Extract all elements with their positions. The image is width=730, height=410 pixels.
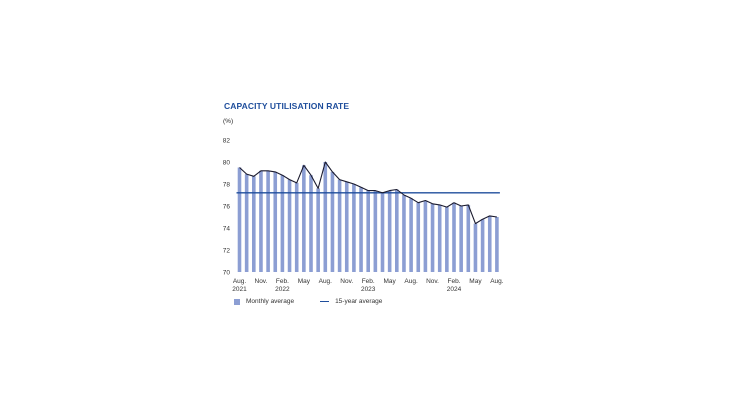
x-tick-label: Aug. (490, 278, 504, 285)
bar (237, 167, 242, 272)
bar (259, 170, 263, 272)
y-tick-label: 74 (223, 225, 231, 232)
x-tick-label: May (384, 278, 397, 285)
x-tick-label: Feb. (276, 278, 289, 285)
bar (459, 206, 463, 272)
x-tick-label: Nov. (426, 278, 439, 285)
bar (244, 174, 249, 272)
bar (395, 189, 399, 272)
bar (373, 190, 378, 272)
y-tick-label: 80 (223, 159, 231, 166)
bar (273, 171, 278, 272)
bar (495, 217, 499, 272)
bar (423, 200, 428, 272)
bar (287, 179, 292, 272)
x-tick-label: Nov. (340, 278, 353, 285)
legend: Monthly average 15-year average (234, 298, 408, 305)
outline-series (239, 161, 497, 225)
bar (380, 192, 385, 272)
bar (416, 202, 421, 272)
bar (466, 204, 471, 272)
bar (487, 215, 492, 272)
x-tick-label: May (298, 278, 311, 285)
chart-title: CAPACITY UTILISATION RATE (224, 101, 350, 111)
legend-label-15-year: 15-year average (335, 298, 383, 305)
x-tick-year-label: 2022 (275, 286, 290, 293)
x-tick-year-label: 2023 (361, 286, 376, 293)
legend-item-15-year: 15-year average (320, 298, 382, 305)
x-tick-label: Aug. (404, 278, 418, 285)
bar (473, 223, 478, 272)
bar (387, 190, 392, 272)
bar (445, 207, 449, 272)
y-tick-label: 70 (223, 269, 231, 276)
bar (344, 181, 349, 272)
bar (452, 202, 456, 272)
y-axis-ticks: 70 72 74 76 78 80 82 (223, 137, 231, 276)
y-tick-label: 82 (223, 137, 231, 144)
y-tick-label: 72 (223, 247, 231, 254)
legend-swatch-line (320, 300, 330, 303)
bar (359, 187, 363, 272)
bar-series (237, 162, 499, 272)
x-tick-label: Feb. (362, 278, 375, 285)
bar (330, 171, 335, 272)
y-tick-label: 76 (223, 203, 231, 210)
x-tick-label: May (469, 278, 482, 285)
legend-item-monthly: Monthly average (234, 298, 294, 305)
bar (309, 175, 313, 272)
bar (366, 190, 370, 272)
bar (480, 219, 485, 272)
x-tick-year-label: 2024 (447, 286, 462, 293)
x-tick-label: Aug. (319, 278, 333, 285)
x-tick-year-label: 2021 (232, 286, 247, 293)
bar (302, 165, 306, 272)
x-tick-label: Nov. (255, 278, 268, 285)
y-axis-unit-label: (%) (223, 118, 234, 125)
bar (430, 203, 435, 272)
y-tick-label: 78 (223, 181, 231, 188)
bar (266, 170, 270, 272)
bar (402, 195, 406, 272)
bar (337, 179, 342, 272)
bar (323, 162, 328, 272)
bar (316, 188, 320, 272)
legend-swatch-bar (234, 298, 240, 305)
bar (294, 182, 299, 272)
legend-label-monthly: Monthly average (246, 298, 295, 305)
bar (252, 176, 256, 272)
x-tick-label: Feb. (447, 278, 460, 285)
x-tick-label: Aug. (233, 278, 247, 285)
outline-line (239, 161, 497, 225)
bar (409, 198, 413, 272)
bar (352, 184, 356, 272)
bar (437, 204, 442, 272)
bar (280, 175, 285, 272)
